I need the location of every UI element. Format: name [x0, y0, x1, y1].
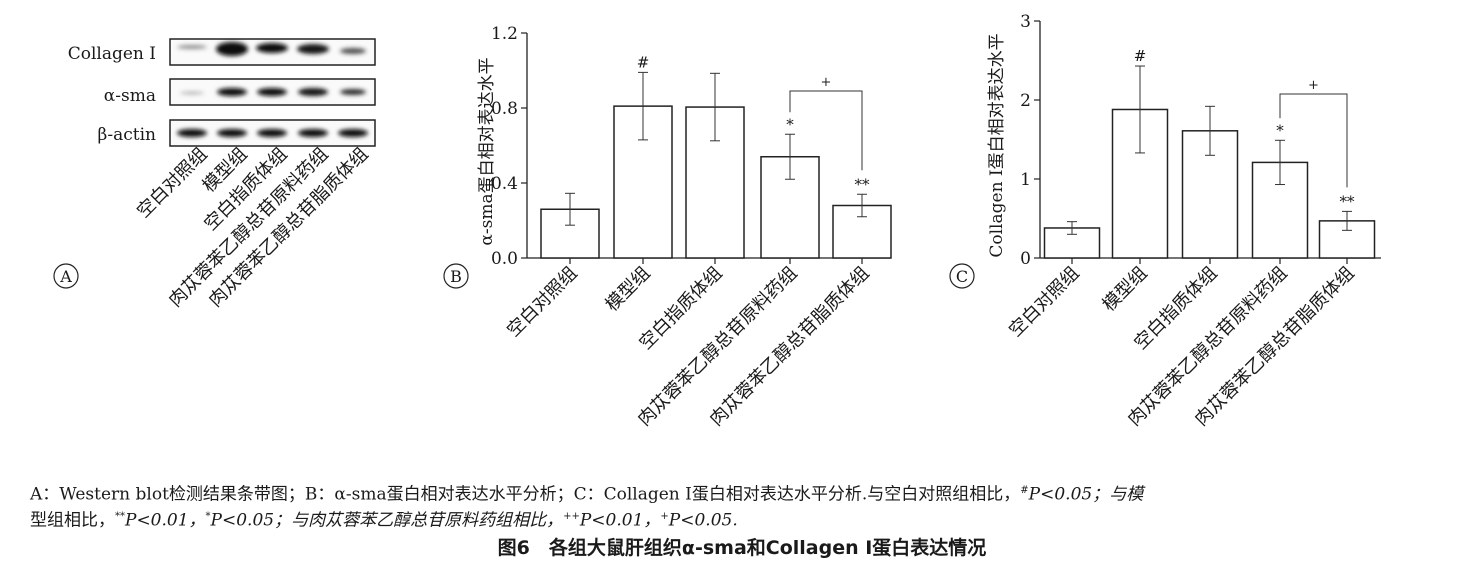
comparison-bracket — [789, 90, 863, 171]
y-tick-label: 0.0 — [491, 249, 518, 269]
caption-sup: * — [205, 511, 211, 522]
significance-mark: ** — [1340, 192, 1356, 210]
blot-band — [177, 45, 207, 49]
figure-svg: Collagen I α-sma β-actin 空白对照组 — [53, 12, 1381, 430]
x-tick-label: 模型组 — [1099, 263, 1152, 316]
comparison-bracket — [1279, 93, 1348, 188]
panel-a: Collagen I α-sma β-actin 空白对照组 — [53, 38, 376, 311]
caption-text: P<0.05. — [668, 510, 738, 531]
y-tick-label: 2 — [1020, 91, 1031, 111]
y-tick-label: 1 — [1020, 170, 1031, 190]
caption-text: 型组相比， — [30, 510, 115, 531]
caption-text: A：Western blot检测结果条带图；B：α-sma蛋白相对表达水平分析；… — [30, 484, 1021, 505]
caption-text: P<0.05；与肉苁蓉苯乙醇总苷原料药组相比， — [210, 510, 564, 531]
caption-sup: ++ — [563, 511, 580, 522]
blot-band — [180, 91, 204, 95]
panel-letter-circle — [443, 263, 469, 289]
y-axis-label: α-sma蛋白相对表达水平 — [477, 57, 497, 245]
figure-title: 图6 各组大鼠肝组织α-sma和Collagen Ⅰ蛋白表达情况 — [497, 537, 987, 559]
blot-band — [256, 43, 288, 53]
y-axis-label: Collagen I蛋白相对表达水平 — [987, 33, 1007, 257]
caption-text: P<0.01， — [125, 510, 206, 531]
panel-letter-circle — [949, 263, 975, 289]
panel-letter: A — [59, 267, 72, 286]
blot-band — [177, 129, 207, 137]
panel-letter: B — [450, 267, 462, 286]
blot-label-bactin: β-actin — [98, 125, 156, 145]
x-tick-label: 模型组 — [602, 263, 655, 316]
figure-caption-line-2: 型组相比，**P<0.01，*P<0.05；与肉苁蓉苯乙醇总苷原料药组相比，++… — [30, 504, 1470, 534]
significance-mark: * — [1276, 121, 1284, 139]
blot-label-asma: α-sma — [104, 86, 156, 106]
blot-band — [257, 88, 287, 96]
caption-sup: # — [1020, 485, 1029, 496]
caption-text: P<0.05；与模 — [1028, 484, 1144, 505]
blot-band — [338, 129, 368, 137]
y-tick-label: 0 — [1020, 249, 1031, 269]
significance-mark: ** — [855, 175, 871, 193]
y-tick-label: 0.4 — [491, 174, 518, 194]
caption-text: P<0.01， — [579, 510, 661, 531]
blot-band — [297, 44, 329, 54]
blot-band — [340, 89, 366, 95]
figure-caption-line-1: A：Western blot检测结果条带图；B：α-sma蛋白相对表达水平分析；… — [30, 478, 1470, 508]
blot-band — [340, 48, 366, 54]
panel-b: B 0.00.40.81.2α-sma蛋白相对表达水平空白对照组#模型组空白指质… — [443, 24, 892, 430]
bracket-label: + — [1308, 78, 1319, 93]
significance-mark: # — [637, 53, 650, 71]
blot-band — [216, 42, 248, 56]
significance-mark: * — [786, 115, 794, 133]
bracket-label: + — [821, 75, 832, 90]
panel-letter: C — [956, 267, 968, 286]
blot-band — [217, 129, 247, 137]
blot-label-collagen: Collagen I — [68, 44, 156, 64]
x-tick-label: 空白对照组 — [503, 263, 581, 341]
caption-sup: ** — [115, 511, 125, 522]
caption-sup: + — [660, 511, 669, 522]
x-tick-label: 空白对照组 — [1005, 263, 1083, 341]
y-tick-label: 3 — [1020, 12, 1031, 32]
blot-band — [257, 129, 287, 137]
blot-band — [298, 129, 328, 137]
y-tick-label: 1.2 — [491, 24, 518, 44]
blot-band — [217, 88, 247, 96]
panel-letter-circle — [53, 263, 79, 289]
blot-band — [298, 88, 328, 96]
y-tick-label: 0.8 — [491, 99, 518, 119]
significance-mark: # — [1134, 47, 1147, 65]
